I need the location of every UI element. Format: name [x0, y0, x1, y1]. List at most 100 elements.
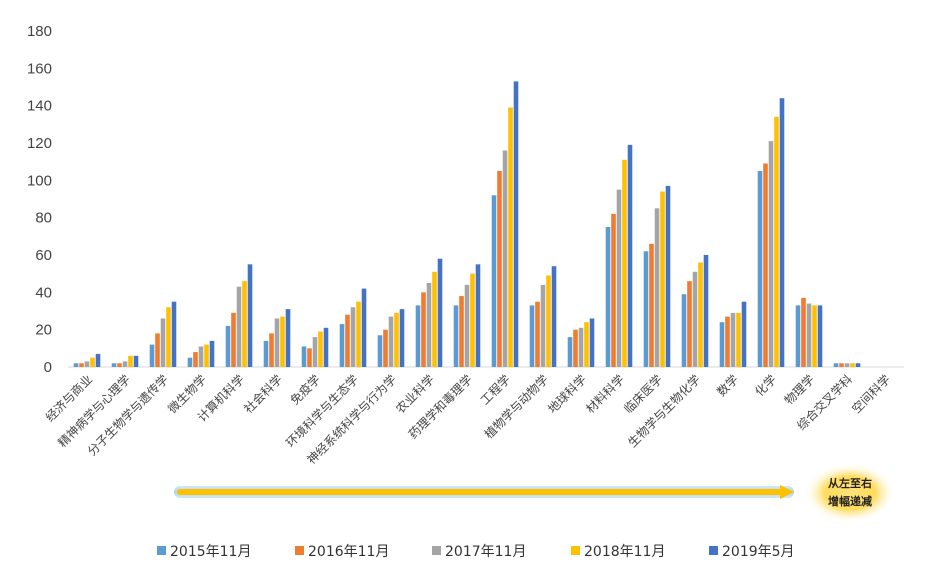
legend: 2015年11月 2016年11月 2017年11月 2018年11月 2019年5月 — [157, 544, 795, 560]
bar — [567, 337, 573, 367]
bar — [90, 357, 95, 367]
bar — [844, 363, 850, 367]
bar-cluster — [529, 266, 557, 367]
y-tick-label: 40 — [35, 284, 52, 301]
y-axis: 0 20 40 60 80 100 120 140 160 180 — [27, 23, 52, 376]
bar — [491, 195, 497, 367]
bar-cluster — [263, 309, 291, 367]
bar — [377, 335, 383, 367]
bar — [736, 312, 741, 367]
bar — [660, 191, 665, 367]
x-tick-label: 药理学和毒理学 — [405, 372, 475, 442]
bar — [763, 163, 768, 367]
bar — [508, 107, 513, 367]
bar — [801, 297, 806, 367]
bar-cluster — [187, 340, 215, 367]
legend-item: 2017年11月 — [432, 544, 526, 560]
bar — [687, 281, 692, 367]
legend-swatch — [709, 546, 718, 555]
bar — [421, 292, 426, 367]
bar-cluster — [567, 318, 595, 367]
bar — [681, 294, 687, 367]
legend-label: 2016年11月 — [308, 544, 389, 560]
bar — [361, 288, 367, 367]
trend-note-glow — [804, 463, 896, 523]
bar — [432, 271, 437, 367]
bar — [774, 116, 779, 368]
bar — [79, 363, 84, 367]
bar — [339, 324, 345, 367]
bar — [692, 271, 698, 367]
bar — [616, 189, 622, 367]
bar-cluster — [833, 363, 861, 367]
bar — [649, 243, 654, 367]
x-tick-label: 数学 — [714, 372, 742, 400]
x-tick-label: 植物学与动物学 — [481, 372, 551, 442]
bar — [725, 316, 730, 367]
bar — [274, 318, 280, 367]
bar — [269, 333, 274, 367]
bar-cluster — [453, 264, 481, 367]
legend-label: 2019年5月 — [722, 544, 795, 560]
bar — [470, 273, 475, 367]
bar — [388, 316, 394, 367]
bar — [850, 363, 855, 367]
bar — [312, 337, 318, 367]
legend-label: 2015年11月 — [170, 544, 251, 560]
bar — [502, 150, 508, 367]
legend-item: 2015年11月 — [157, 544, 251, 560]
bar — [795, 305, 801, 367]
bar — [459, 296, 464, 367]
legend-swatch — [432, 546, 441, 555]
bar — [665, 185, 671, 367]
bar — [128, 355, 133, 367]
bar — [698, 262, 703, 367]
bar — [231, 312, 236, 367]
x-tick-label: 地球科学 — [545, 372, 590, 417]
bar — [318, 331, 323, 367]
bar — [584, 322, 589, 367]
bar — [437, 258, 443, 367]
bar — [757, 171, 763, 367]
bar — [833, 363, 839, 367]
bar — [204, 344, 209, 367]
legend-item: 2018年11月 — [571, 544, 665, 560]
x-tick-label: 物理学 — [781, 372, 817, 408]
bar — [475, 264, 481, 367]
bar-cluster — [795, 297, 823, 367]
legend-item: 2019年5月 — [709, 544, 795, 560]
bar — [236, 286, 242, 367]
legend-swatch — [157, 546, 166, 555]
bar-cluster — [225, 264, 253, 367]
bar — [415, 305, 421, 367]
bar-cluster — [377, 309, 405, 367]
bar — [345, 314, 350, 367]
bar — [535, 301, 540, 367]
bar — [155, 333, 160, 367]
bar — [497, 171, 502, 367]
y-tick-label: 0 — [44, 359, 52, 376]
x-tick-label: 社会科学 — [241, 372, 286, 417]
bar-cluster — [73, 353, 101, 367]
bar-cluster — [111, 355, 139, 367]
bar-cluster — [757, 98, 785, 368]
bar — [426, 283, 432, 367]
bar — [160, 318, 166, 367]
legend-label: 2018年11月 — [584, 544, 665, 560]
bar — [855, 363, 861, 367]
y-tick-label: 20 — [35, 322, 52, 339]
y-tick-label: 140 — [27, 98, 52, 115]
bar-cluster — [491, 81, 519, 368]
x-tick-label: 空间科学 — [849, 372, 894, 417]
bar — [117, 363, 122, 367]
bar-cluster — [149, 301, 177, 367]
legend-swatch — [571, 546, 580, 555]
bar — [301, 346, 307, 367]
bar — [464, 284, 470, 367]
bar — [513, 81, 519, 368]
bar — [187, 357, 193, 367]
bar — [654, 208, 660, 367]
bar — [198, 346, 204, 367]
bar — [605, 227, 611, 367]
bar — [730, 312, 736, 367]
